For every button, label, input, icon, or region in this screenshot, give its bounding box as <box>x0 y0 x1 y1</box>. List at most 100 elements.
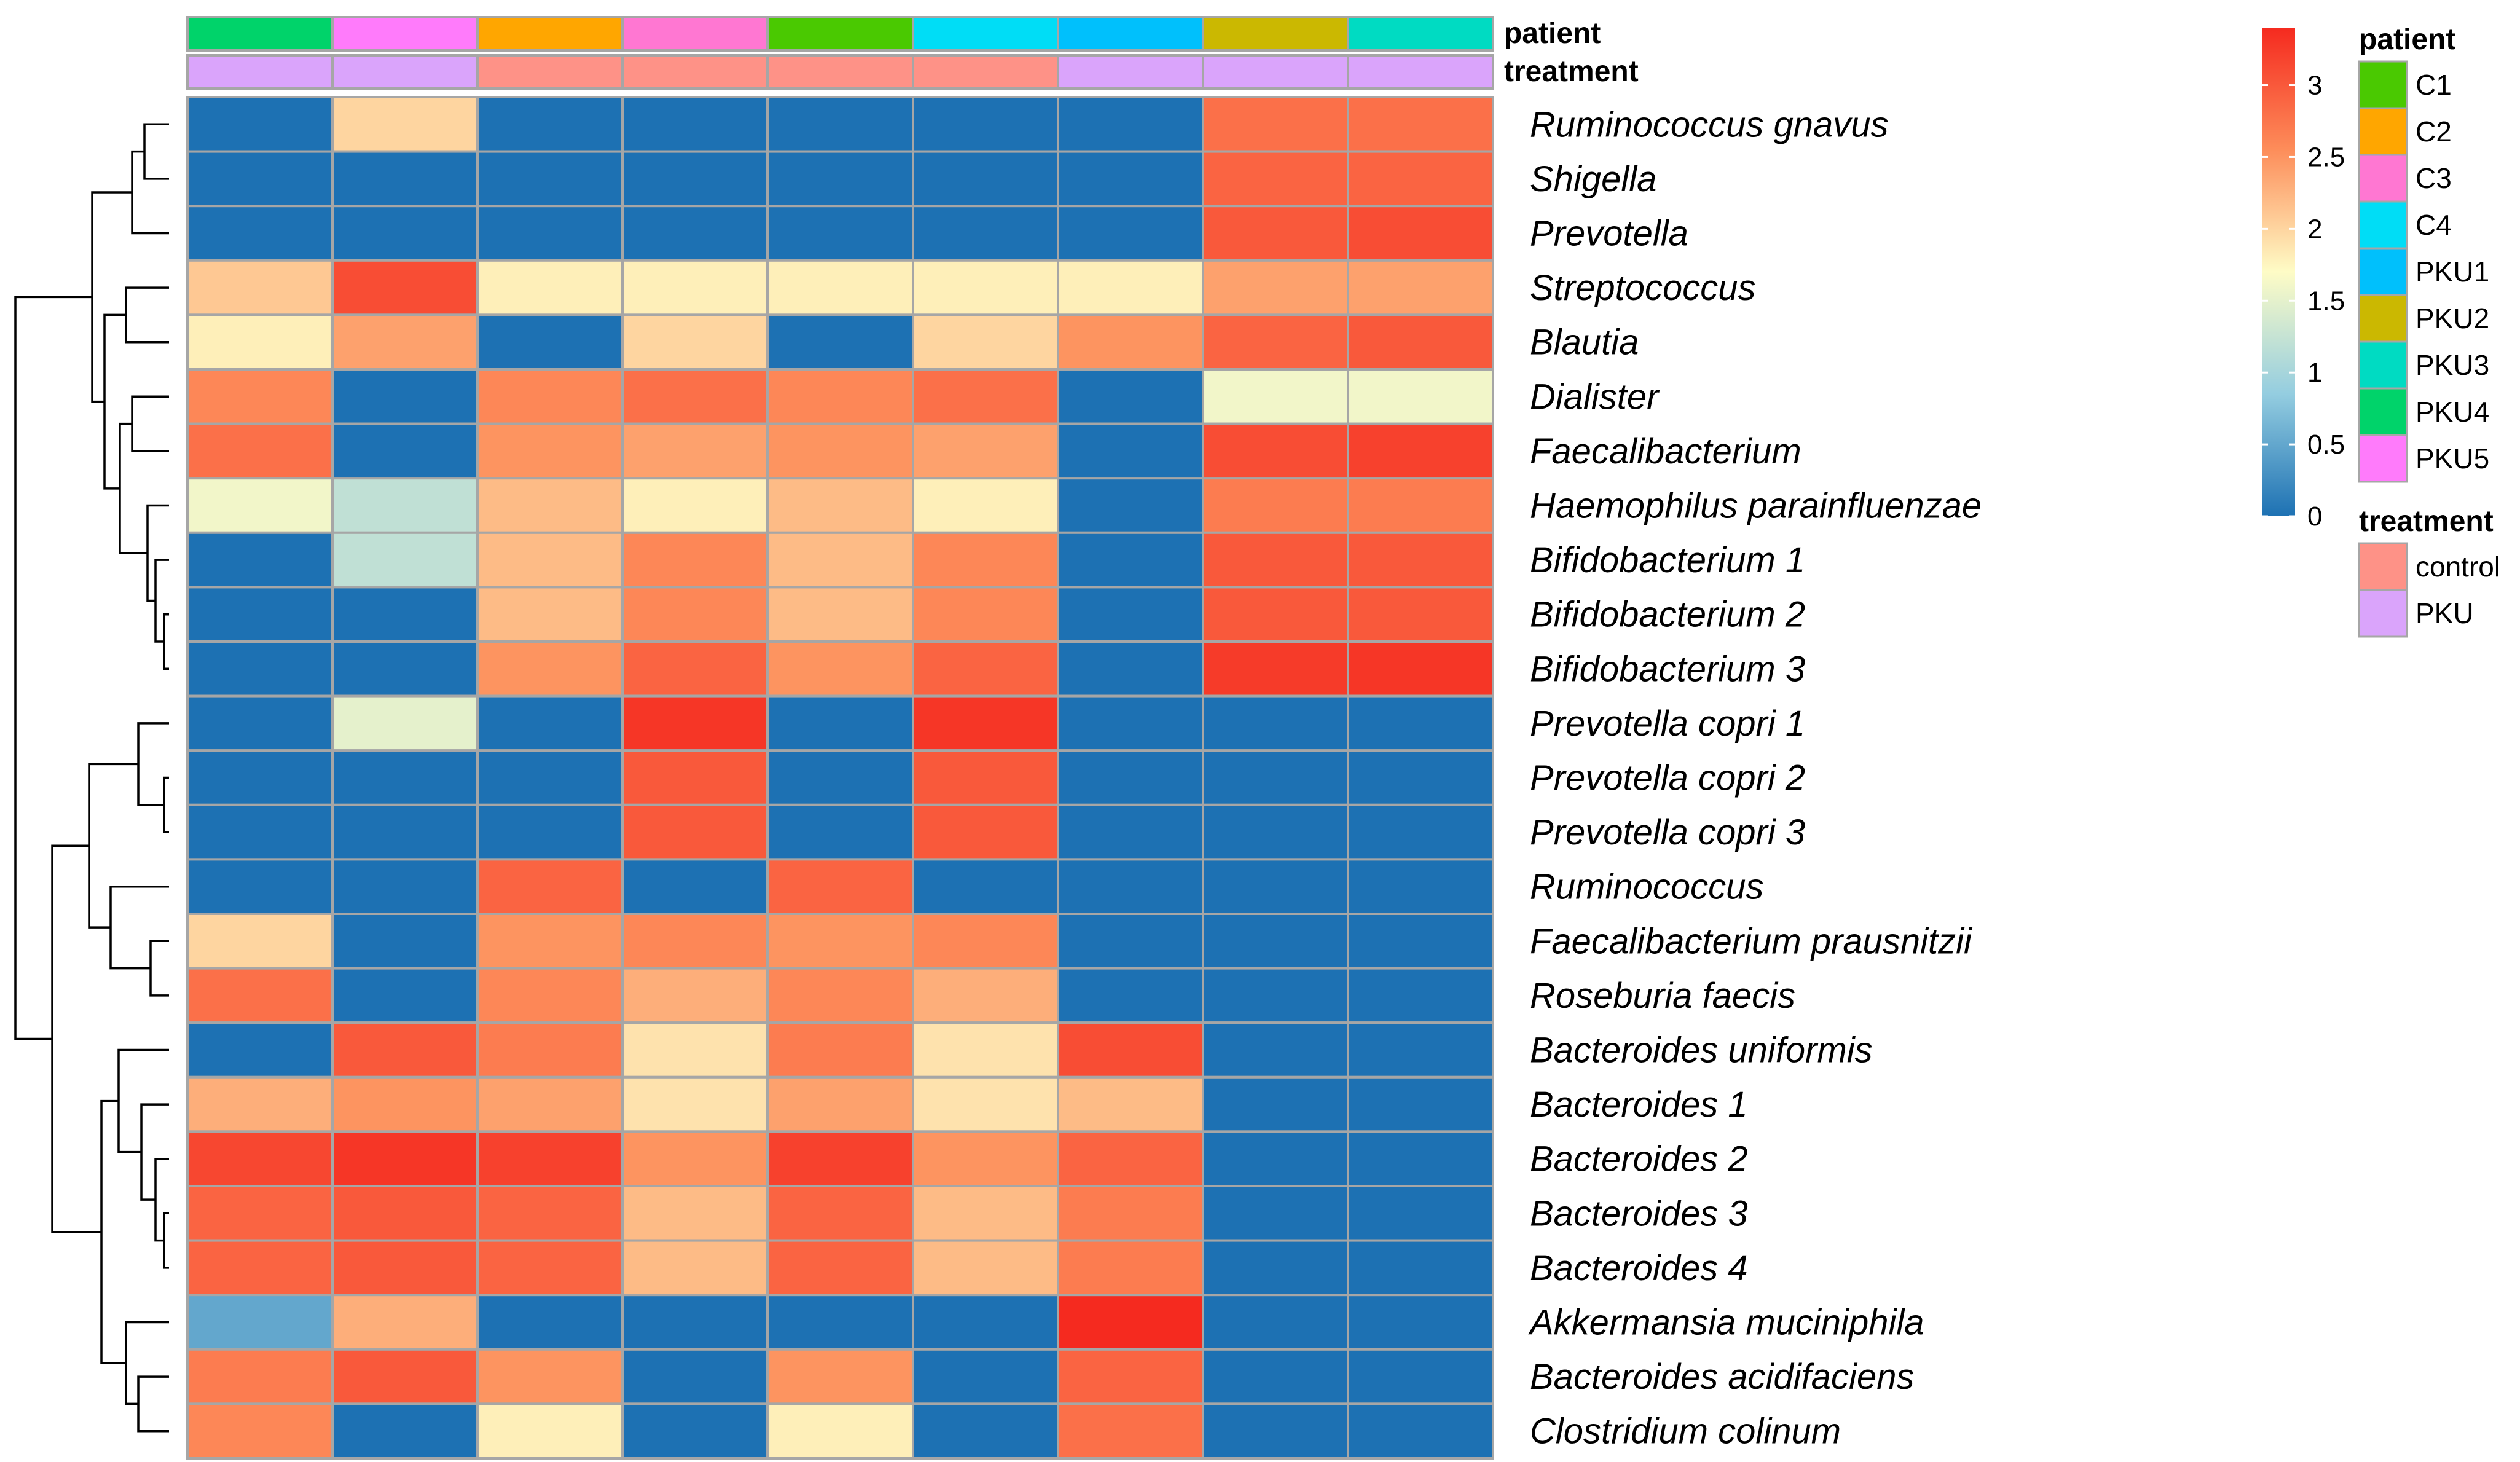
heatmap-cell <box>331 586 479 643</box>
row-label-bacteroides-acidifaciens: Bacteroides acidifaciens <box>1530 1357 1914 1397</box>
row-label-clostridium-colinum: Clostridium colinum <box>1530 1412 1841 1452</box>
colorbar-tick-label: 2.5 <box>2307 142 2345 172</box>
legend-swatch-pku4 <box>2358 387 2408 436</box>
heatmap-cell <box>766 313 914 371</box>
heatmap-cell <box>912 694 1059 752</box>
heatmap-cell <box>912 858 1059 916</box>
legend-swatch-pku5 <box>2358 434 2408 483</box>
dendrogram-branch <box>100 1099 126 1364</box>
heatmap-cell <box>766 1185 914 1242</box>
heatmap-cell <box>1202 1185 1349 1242</box>
row-label-dialister: Dialister <box>1530 377 1660 417</box>
heatmap-cell <box>476 749 624 806</box>
heatmap-cell <box>1202 913 1349 970</box>
heatmap-cell <box>1347 1348 1494 1405</box>
heatmap-cell <box>912 803 1059 861</box>
treatment-annotation-cell <box>621 54 769 90</box>
heatmap-cell <box>1202 477 1349 534</box>
row-labels: Ruminococcus gnavus Shigella Prevotella Str… <box>1528 104 1982 1451</box>
dendrogram-branch <box>154 1157 169 1242</box>
heatmap-cell <box>331 1021 479 1079</box>
dendrogram-branch <box>149 940 169 997</box>
heatmap-cell <box>1057 1021 1204 1079</box>
legend-label-pku4: PKU4 <box>2416 396 2489 428</box>
heatmap-cell <box>1057 96 1204 153</box>
treatment-annotation-cell <box>766 54 914 90</box>
heatmap-cell <box>912 422 1059 480</box>
heatmap-cell <box>186 1348 334 1405</box>
colorbar-tick-label: 1 <box>2307 358 2322 388</box>
heatmap-cell <box>1202 1130 1349 1188</box>
heatmap-cell <box>1057 1185 1204 1242</box>
heatmap-cell <box>1347 422 1494 480</box>
heatmap-cell <box>331 531 479 589</box>
heatmap-cell <box>912 368 1059 425</box>
treatment-annotation-cell <box>1202 54 1349 90</box>
dendrogram-branch <box>163 776 169 833</box>
heatmap-cell <box>331 1130 479 1188</box>
heatmap-cell <box>766 259 914 316</box>
heatmap-cell <box>621 640 769 698</box>
heatmap-cell <box>1057 1294 1204 1351</box>
heatmap-cell <box>621 586 769 643</box>
heatmap-cell <box>1347 967 1494 1024</box>
heatmap-cell <box>331 477 479 534</box>
heatmap-cell <box>1347 259 1494 316</box>
heatmap-cell <box>766 967 914 1024</box>
row-label-prevotella-copri-1: Prevotella copri 1 <box>1530 704 1805 744</box>
heatmap-cell <box>1202 422 1349 480</box>
heatmap-cell <box>621 531 769 589</box>
heatmap-cell <box>912 1075 1059 1133</box>
heatmap-cell <box>476 694 624 752</box>
row-label-bacteroides-4: Bacteroides 4 <box>1530 1248 1748 1288</box>
heatmap-cell <box>1347 1075 1494 1133</box>
heatmap-cell <box>1057 477 1204 534</box>
heatmap-cell <box>1202 1075 1349 1133</box>
heatmap-cell <box>331 1294 479 1351</box>
heatmap-cell <box>766 913 914 970</box>
heatmap-cell <box>331 640 479 698</box>
heatmap-cell <box>1057 1402 1204 1460</box>
heatmap-cell <box>1057 1075 1204 1133</box>
legend-swatch-pku <box>2358 589 2408 638</box>
legend-label-pku3: PKU3 <box>2416 349 2489 381</box>
heatmap-cell <box>912 259 1059 316</box>
heatmap-cell <box>1057 1348 1204 1405</box>
heatmap-cell <box>621 1185 769 1242</box>
row-label-streptococcus: Streptococcus <box>1530 268 1756 308</box>
row-label-bifidobacterium-2: Bifidobacterium 2 <box>1530 595 1805 635</box>
heatmap-cell <box>1347 1185 1494 1242</box>
heatmap-cell <box>1057 967 1204 1024</box>
patient-annotation-cell <box>186 16 334 52</box>
heatmap-cell <box>912 1021 1059 1079</box>
heatmap-cell <box>766 749 914 806</box>
heatmap-cell <box>476 205 624 262</box>
heatmap-cell <box>766 368 914 425</box>
heatmap-cell <box>331 422 479 480</box>
heatmap-cell <box>186 1075 334 1133</box>
colorbar-tick-label: 2 <box>2307 214 2322 244</box>
heatmap-cell <box>476 1185 624 1242</box>
patient-annotation-cell <box>1057 16 1204 52</box>
heatmap-cell <box>476 803 624 861</box>
heatmap-cell <box>476 1239 624 1297</box>
heatmap-cell <box>621 694 769 752</box>
treatment-annotation-cell <box>331 54 479 90</box>
row-dendrogram <box>14 123 169 1433</box>
heatmap-cell <box>766 150 914 208</box>
heatmap-cell <box>1057 1239 1204 1297</box>
heatmap-cell <box>186 694 334 752</box>
heatmap-cell <box>1347 749 1494 806</box>
heatmap-cell <box>621 150 769 208</box>
heatmap-cell <box>1202 96 1349 153</box>
patient-annotation-cell <box>1347 16 1494 52</box>
heatmap-cell <box>1347 913 1494 970</box>
row-label-prevotella-copri-3: Prevotella copri 3 <box>1530 812 1805 852</box>
heatmap-cell <box>1202 803 1349 861</box>
row-label-bifidobacterium-1: Bifidobacterium 1 <box>1530 540 1805 580</box>
heatmap-cell <box>331 1402 479 1460</box>
heatmap-cell <box>1347 803 1494 861</box>
heatmap-cell <box>186 477 334 534</box>
colorbar-tick-label: 0.5 <box>2307 430 2345 460</box>
heatmap-cell <box>476 477 624 534</box>
